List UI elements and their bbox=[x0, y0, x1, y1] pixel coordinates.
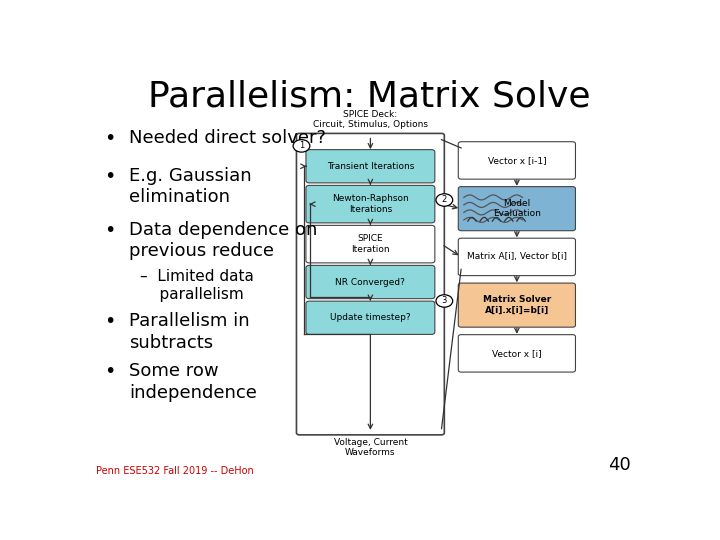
FancyBboxPatch shape bbox=[459, 283, 575, 327]
Text: 3: 3 bbox=[441, 296, 447, 306]
Circle shape bbox=[436, 295, 453, 307]
Text: Penn ESE532 Fall 2019 -- DeHon: Penn ESE532 Fall 2019 -- DeHon bbox=[96, 465, 253, 476]
Text: Matrix A[i], Vector b[i]: Matrix A[i], Vector b[i] bbox=[467, 252, 567, 261]
Text: Update timestep?: Update timestep? bbox=[330, 313, 410, 322]
Text: Voltage, Current
Waveforms: Voltage, Current Waveforms bbox=[333, 438, 408, 457]
Text: •: • bbox=[104, 362, 115, 381]
FancyBboxPatch shape bbox=[306, 150, 435, 183]
Text: Parallelism: Matrix Solve: Parallelism: Matrix Solve bbox=[148, 79, 590, 113]
Text: Model
Evaluation: Model Evaluation bbox=[493, 199, 541, 218]
Text: Some row
independence: Some row independence bbox=[129, 362, 257, 402]
FancyBboxPatch shape bbox=[459, 238, 575, 275]
Text: E.g. Gaussian
elimination: E.g. Gaussian elimination bbox=[129, 167, 252, 206]
Text: NR Converged?: NR Converged? bbox=[336, 278, 405, 287]
Text: Newton-Raphson
Iterations: Newton-Raphson Iterations bbox=[332, 194, 409, 214]
FancyBboxPatch shape bbox=[306, 185, 435, 223]
FancyBboxPatch shape bbox=[297, 133, 444, 435]
Text: Vector x [i-1]: Vector x [i-1] bbox=[487, 156, 546, 165]
Text: Transient Iterations: Transient Iterations bbox=[327, 162, 414, 171]
Text: 40: 40 bbox=[608, 456, 631, 474]
Text: •: • bbox=[104, 221, 115, 240]
Text: –  Limited data
    parallelism: – Limited data parallelism bbox=[140, 268, 254, 301]
Text: •: • bbox=[104, 167, 115, 186]
Circle shape bbox=[436, 194, 453, 206]
Text: 1: 1 bbox=[299, 141, 304, 150]
FancyBboxPatch shape bbox=[306, 301, 435, 334]
FancyBboxPatch shape bbox=[306, 265, 435, 299]
Text: •: • bbox=[104, 129, 115, 149]
FancyBboxPatch shape bbox=[459, 141, 575, 179]
Text: Needed direct solver?: Needed direct solver? bbox=[129, 129, 326, 147]
Text: 2: 2 bbox=[441, 195, 447, 205]
Text: Vector x [i]: Vector x [i] bbox=[492, 349, 541, 358]
Text: •: • bbox=[104, 312, 115, 331]
Text: Data dependence on
previous reduce: Data dependence on previous reduce bbox=[129, 221, 318, 260]
Text: Matrix Solver
A[i].x[i]=b[i]: Matrix Solver A[i].x[i]=b[i] bbox=[482, 295, 551, 315]
Circle shape bbox=[293, 140, 310, 152]
FancyBboxPatch shape bbox=[306, 225, 435, 263]
Text: SPICE Deck:
Circuit, Stimulus, Options: SPICE Deck: Circuit, Stimulus, Options bbox=[313, 110, 428, 129]
FancyBboxPatch shape bbox=[459, 335, 575, 372]
Text: Parallelism in
subtracts: Parallelism in subtracts bbox=[129, 312, 250, 352]
FancyBboxPatch shape bbox=[459, 187, 575, 231]
Text: SPICE
Iteration: SPICE Iteration bbox=[351, 234, 390, 254]
